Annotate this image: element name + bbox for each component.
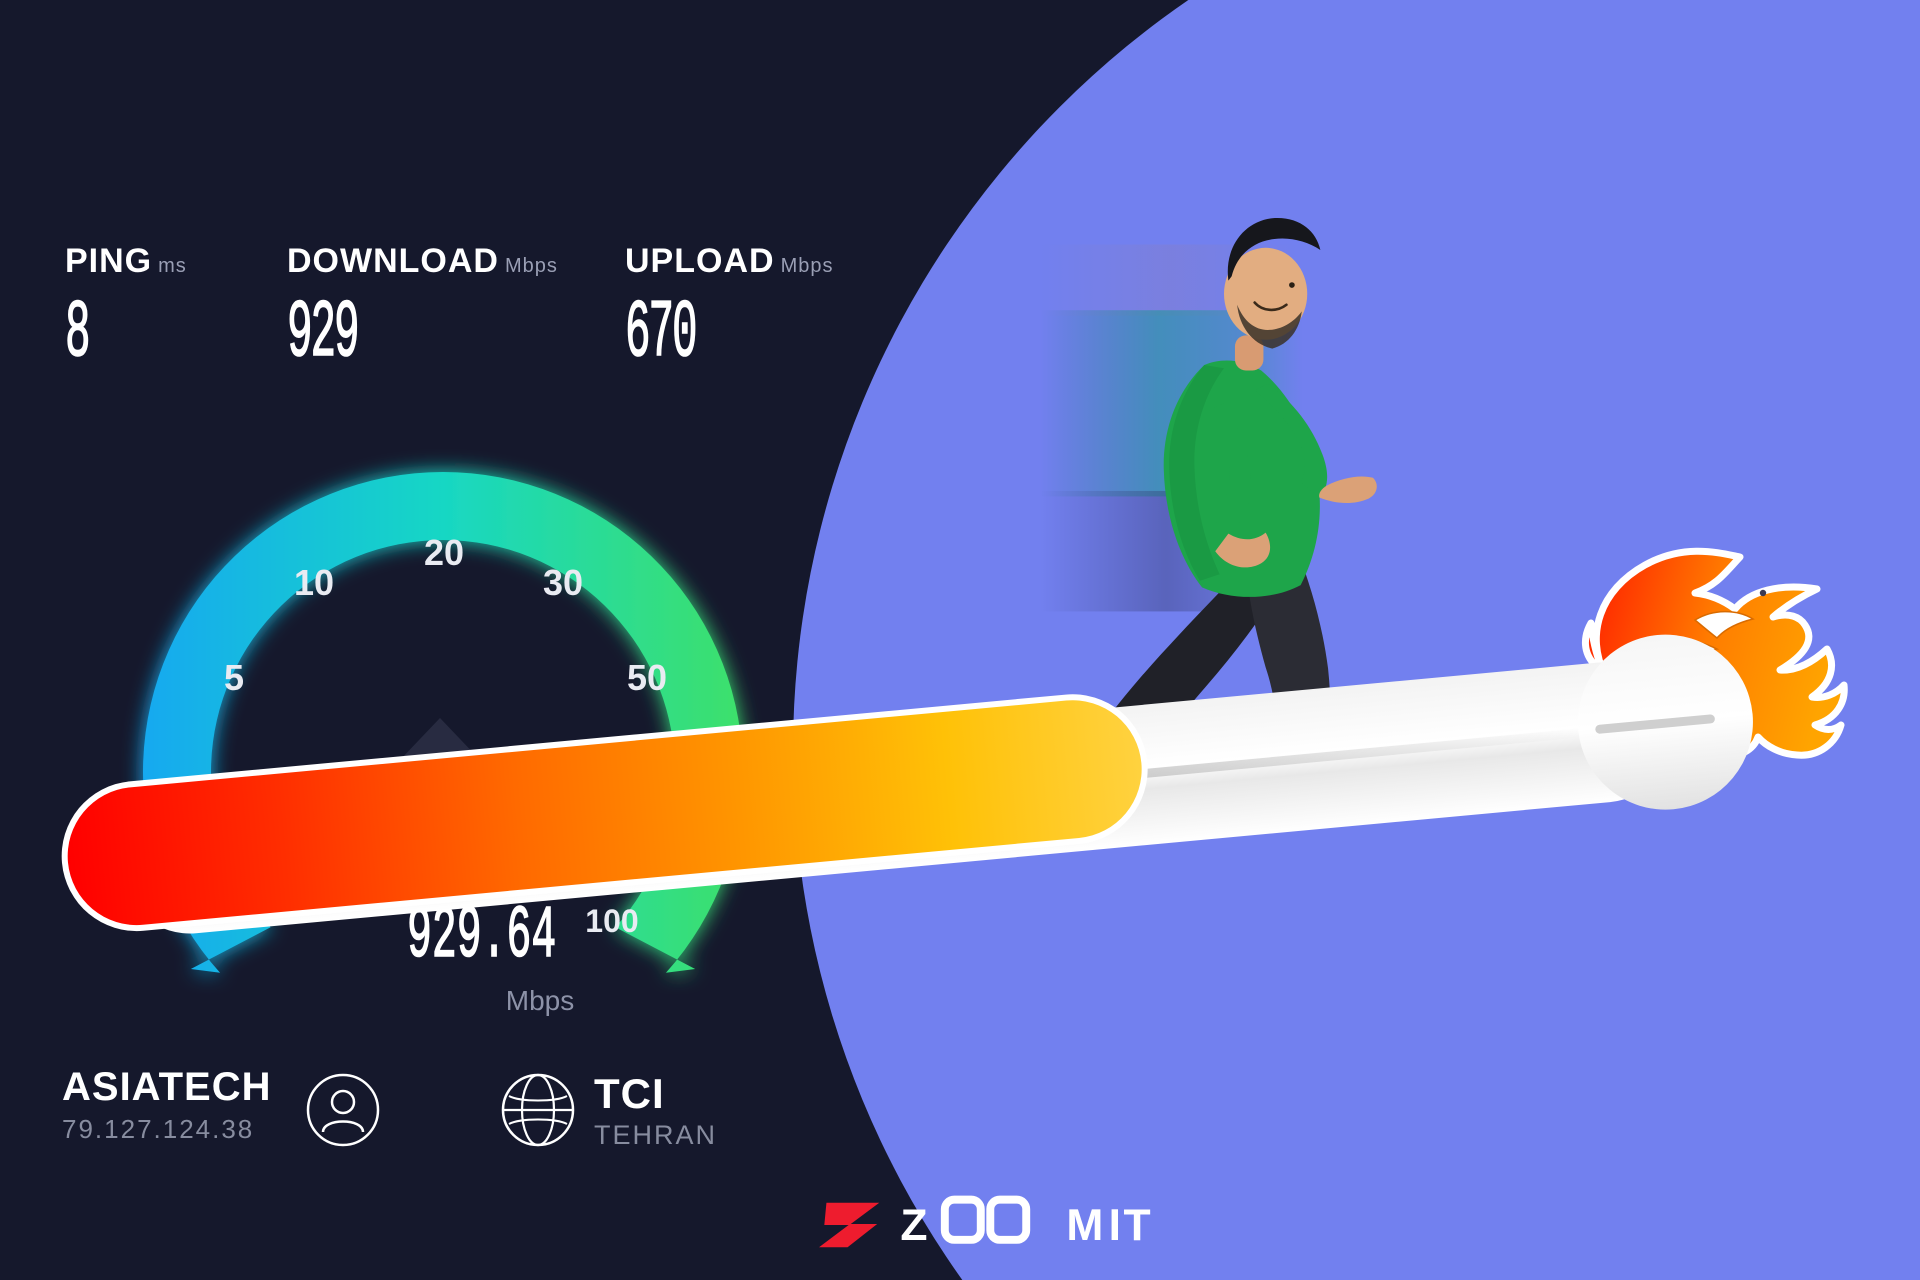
svg-text:T: T: [1123, 1201, 1150, 1250]
svg-text:Z: Z: [900, 1201, 927, 1250]
svg-text:20: 20: [424, 532, 464, 573]
svg-text:I: I: [1109, 1201, 1121, 1250]
svg-text:50: 50: [627, 657, 667, 698]
svg-text:10: 10: [294, 562, 334, 603]
svg-text:M: M: [1066, 1201, 1103, 1250]
svg-text:30: 30: [543, 562, 583, 603]
svg-text:5: 5: [224, 657, 244, 698]
